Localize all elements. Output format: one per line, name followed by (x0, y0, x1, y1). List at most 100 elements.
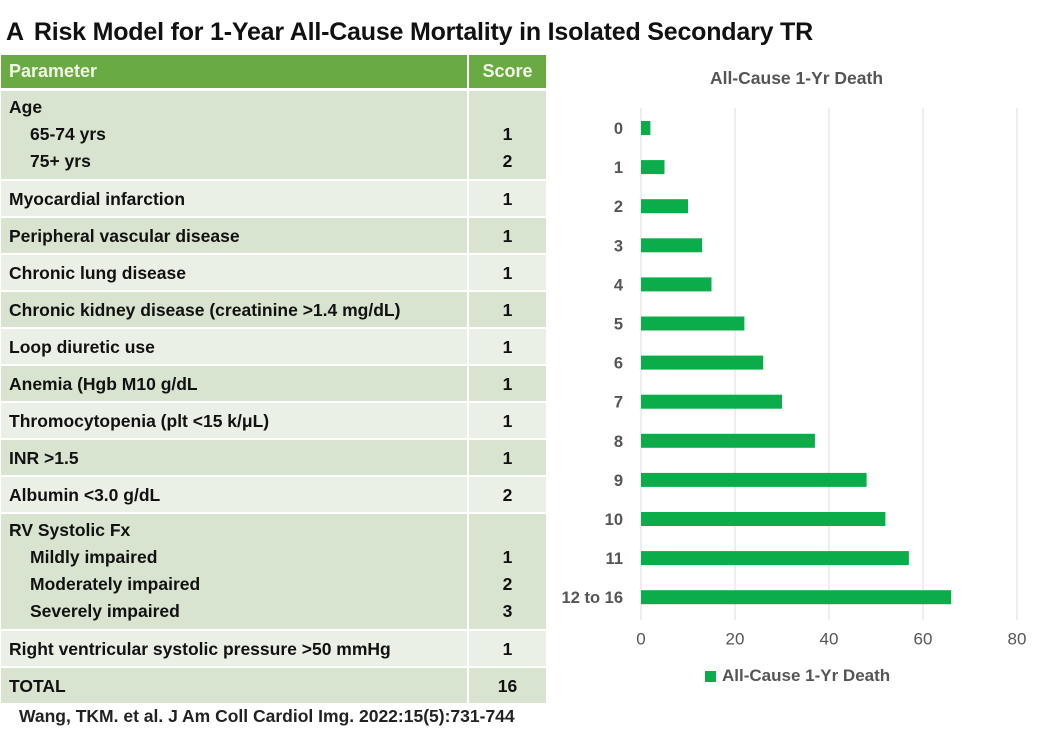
y-category-label: 1 (614, 159, 623, 177)
y-category-label: 10 (605, 511, 623, 529)
legend-label: All-Cause 1-Yr Death (722, 666, 891, 685)
parameter-label: Chronic lung disease (9, 262, 186, 283)
y-category-label: 6 (614, 355, 623, 373)
title-text: Risk Model for 1-Year All-Cause Mortalit… (33, 18, 813, 46)
y-category-label: 4 (614, 276, 624, 294)
parameter-cell: Chronic lung disease (1, 253, 468, 292)
parameter-score: 2 (502, 484, 513, 505)
table-body: Age 65-74 yrs 75+ yrs 1 2 Myocardial infarct… (1, 89, 546, 705)
header-score: Score (467, 55, 546, 91)
bar (641, 590, 952, 605)
parameter-label: Albumin <3.0 g/dL (9, 484, 161, 505)
parameter-score: 1 (502, 638, 513, 659)
score-cell: 1 (467, 327, 546, 366)
table-row: Peripheral vascular disease 1 (1, 216, 546, 255)
parameter-label: Myocardial infarction (9, 188, 186, 209)
y-category-label: 5 (614, 316, 623, 334)
x-tick-label: 0 (636, 629, 645, 648)
parameter-score: 1 (502, 188, 513, 209)
bar (641, 551, 909, 566)
figure-title: A Risk Model for 1-Year All-Cause Mortali… (6, 18, 813, 47)
sub-parameter-label: Moderately impaired (30, 573, 201, 594)
score-cell: 1 2 3 (467, 512, 546, 631)
table-row: Loop diuretic use 1 (1, 327, 546, 366)
chart-plot-area: 0 20 40 60 80 0 1 2 3 4 5 6 7 8 9 10 11 12 to 16 (562, 108, 1026, 648)
score-cell: 1 (467, 438, 546, 477)
x-tick-label: 60 (914, 629, 933, 648)
sub-parameter-label: Mildly impaired (30, 546, 158, 567)
parameter-group-label: RV Systolic Fx (9, 519, 131, 540)
legend-swatch (705, 670, 716, 682)
parameter-cell: RV Systolic Fx Mildly impaired Moderately … (1, 512, 468, 631)
parameter-score: 1 (502, 299, 513, 320)
bar (641, 433, 815, 448)
parameter-score: 1 (502, 373, 513, 394)
bar (641, 121, 651, 135)
sub-parameter-label: 65-74 yrs (30, 123, 106, 144)
table-row: Right ventricular systolic pressure >50 … (1, 629, 546, 668)
parameter-cell: Albumin <3.0 g/dL (1, 475, 468, 514)
bar (641, 512, 886, 526)
parameter-label: Thromocytopenia (plt <15 k/μL) (9, 410, 270, 431)
y-category-label: 8 (614, 433, 623, 451)
risk-score-table: Parameter Score Age 65-74 yrs 75+ yrs 1 2 My… (1, 55, 546, 705)
table-row: Myocardial infarction 1 (1, 179, 546, 218)
bar (641, 316, 745, 331)
score-cell: 1 (467, 253, 546, 292)
parameter-cell: Chronic kidney disease (creatinine >1.4 … (1, 290, 468, 329)
score-cell: 1 (467, 401, 546, 440)
parameter-label: TOTAL (9, 675, 66, 696)
parameter-score: 1 (502, 336, 513, 357)
table-row: Chronic lung disease 1 (1, 253, 546, 292)
parameter-score: 1 (502, 262, 513, 283)
score-cell: 1 (467, 216, 546, 255)
mortality-chart: All-Cause 1-Yr Death 0 20 40 60 80 0 1 2 3 4 5 6 7 8 9… (550, 60, 1043, 700)
table-row: Albumin <3.0 g/dL 2 (1, 475, 546, 514)
parameter-cell: Anemia (Hgb M10 g/dL (1, 364, 468, 403)
bar (641, 277, 712, 292)
bar (641, 394, 782, 409)
score-cell: 2 (467, 475, 546, 514)
parameter-label: INR >1.5 (9, 447, 79, 468)
bar (641, 160, 665, 175)
parameter-group-label: Age (9, 96, 43, 117)
table-row: TOTAL 16 (1, 666, 546, 705)
x-tick-label: 40 (820, 629, 839, 648)
header-parameter: Parameter (1, 55, 468, 91)
table-row: Anemia (Hgb M10 g/dL 1 (1, 364, 546, 403)
sub-parameter-label: 75+ yrs (30, 150, 91, 171)
panel-letter: A (6, 18, 24, 46)
table-row: RV Systolic Fx Mildly impaired Moderately … (1, 512, 546, 631)
sub-parameter-score: 3 (502, 600, 513, 621)
y-category-label: 11 (606, 550, 623, 568)
parameter-cell: Loop diuretic use (1, 327, 468, 366)
y-category-label: 7 (614, 394, 623, 412)
parameter-label: Peripheral vascular disease (9, 225, 240, 246)
sub-parameter-score: 2 (502, 150, 513, 171)
y-category-label: 0 (614, 120, 623, 138)
parameter-label: Anemia (Hgb M10 g/dL (9, 373, 198, 394)
sub-parameter-label: Severely impaired (30, 600, 180, 621)
bar (641, 355, 764, 370)
table-row: INR >1.5 1 (1, 438, 546, 477)
parameter-label: Chronic kidney disease (creatinine >1.4 … (9, 299, 401, 320)
chart-title: All-Cause 1-Yr Death (709, 68, 884, 88)
y-category-label: 12 to 16 (562, 589, 623, 607)
bar (641, 472, 867, 487)
y-category-label: 2 (614, 198, 623, 216)
parameter-label: Loop diuretic use (9, 336, 155, 357)
bar (641, 238, 703, 253)
sub-parameter-score: 1 (502, 546, 513, 567)
parameter-score: 1 (502, 225, 513, 246)
parameter-cell: TOTAL (1, 666, 468, 705)
parameter-cell: Peripheral vascular disease (1, 216, 468, 255)
y-category-label: 3 (614, 237, 623, 255)
parameter-cell: Thromocytopenia (plt <15 k/μL) (1, 401, 468, 440)
parameter-score: 1 (502, 410, 513, 431)
score-cell: 1 (467, 364, 546, 403)
score-cell: 1 (467, 290, 546, 329)
sub-parameter-score: 2 (502, 573, 513, 594)
table-row: Thromocytopenia (plt <15 k/μL) 1 (1, 401, 546, 440)
parameter-cell: Myocardial infarction (1, 179, 468, 218)
